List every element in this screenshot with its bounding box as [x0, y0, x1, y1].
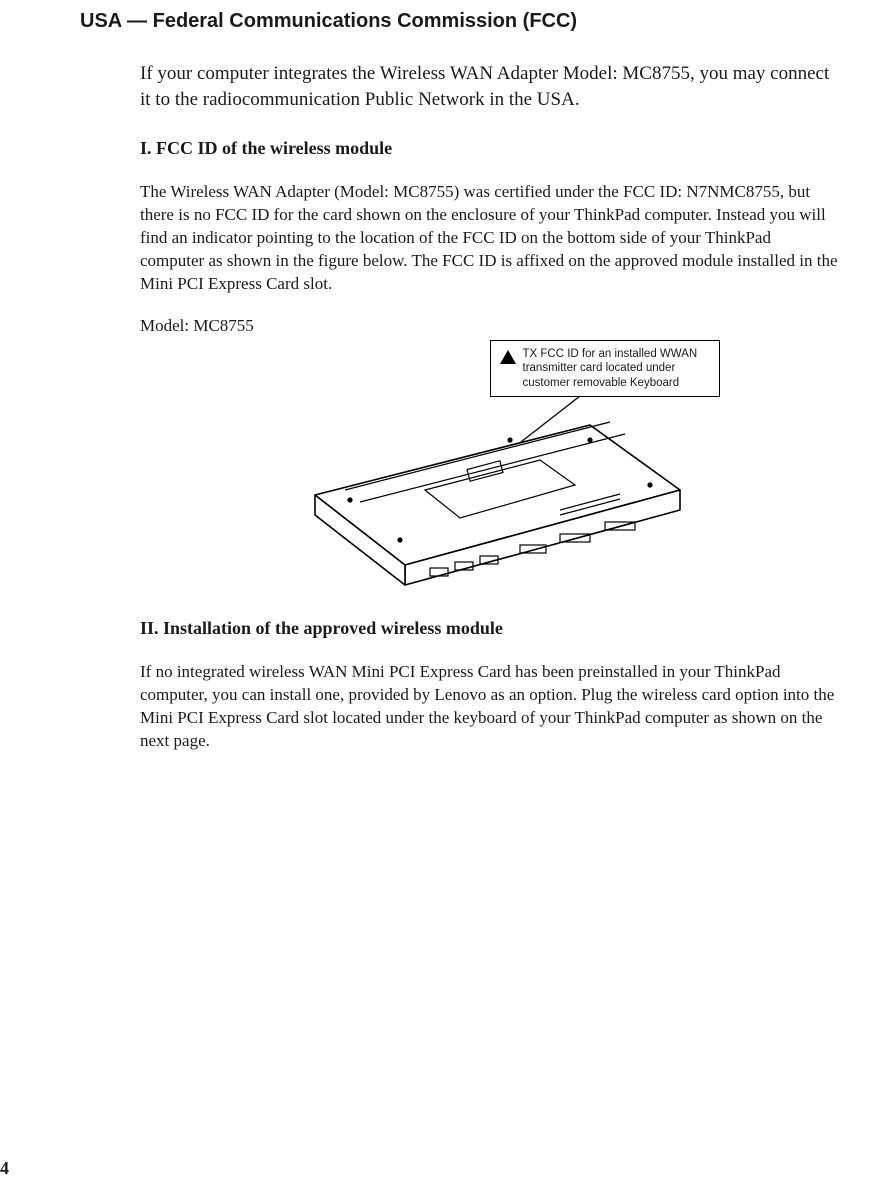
page-title: USA — Federal Communications Commission … [80, 10, 844, 33]
model-line: Model: MC8755 [140, 316, 839, 336]
section2-paragraph: If no integrated wireless WAN Mini PCI E… [140, 661, 839, 753]
laptop-figure: TX FCC ID for an installed WWAN transmit… [260, 340, 720, 590]
page: USA — Federal Communications Commission … [0, 0, 889, 1195]
figure-svg [260, 340, 720, 590]
intro-paragraph: If your computer integrates the Wireless… [140, 61, 839, 112]
section1-heading: I. FCC ID of the wireless module [140, 138, 839, 159]
page-number: 4 [0, 1158, 9, 1179]
body-block: If your computer integrates the Wireless… [140, 61, 839, 753]
section1-paragraph: The Wireless WAN Adapter (Model: MC8755)… [140, 181, 839, 296]
section2-heading: II. Installation of the approved wireles… [140, 618, 839, 639]
